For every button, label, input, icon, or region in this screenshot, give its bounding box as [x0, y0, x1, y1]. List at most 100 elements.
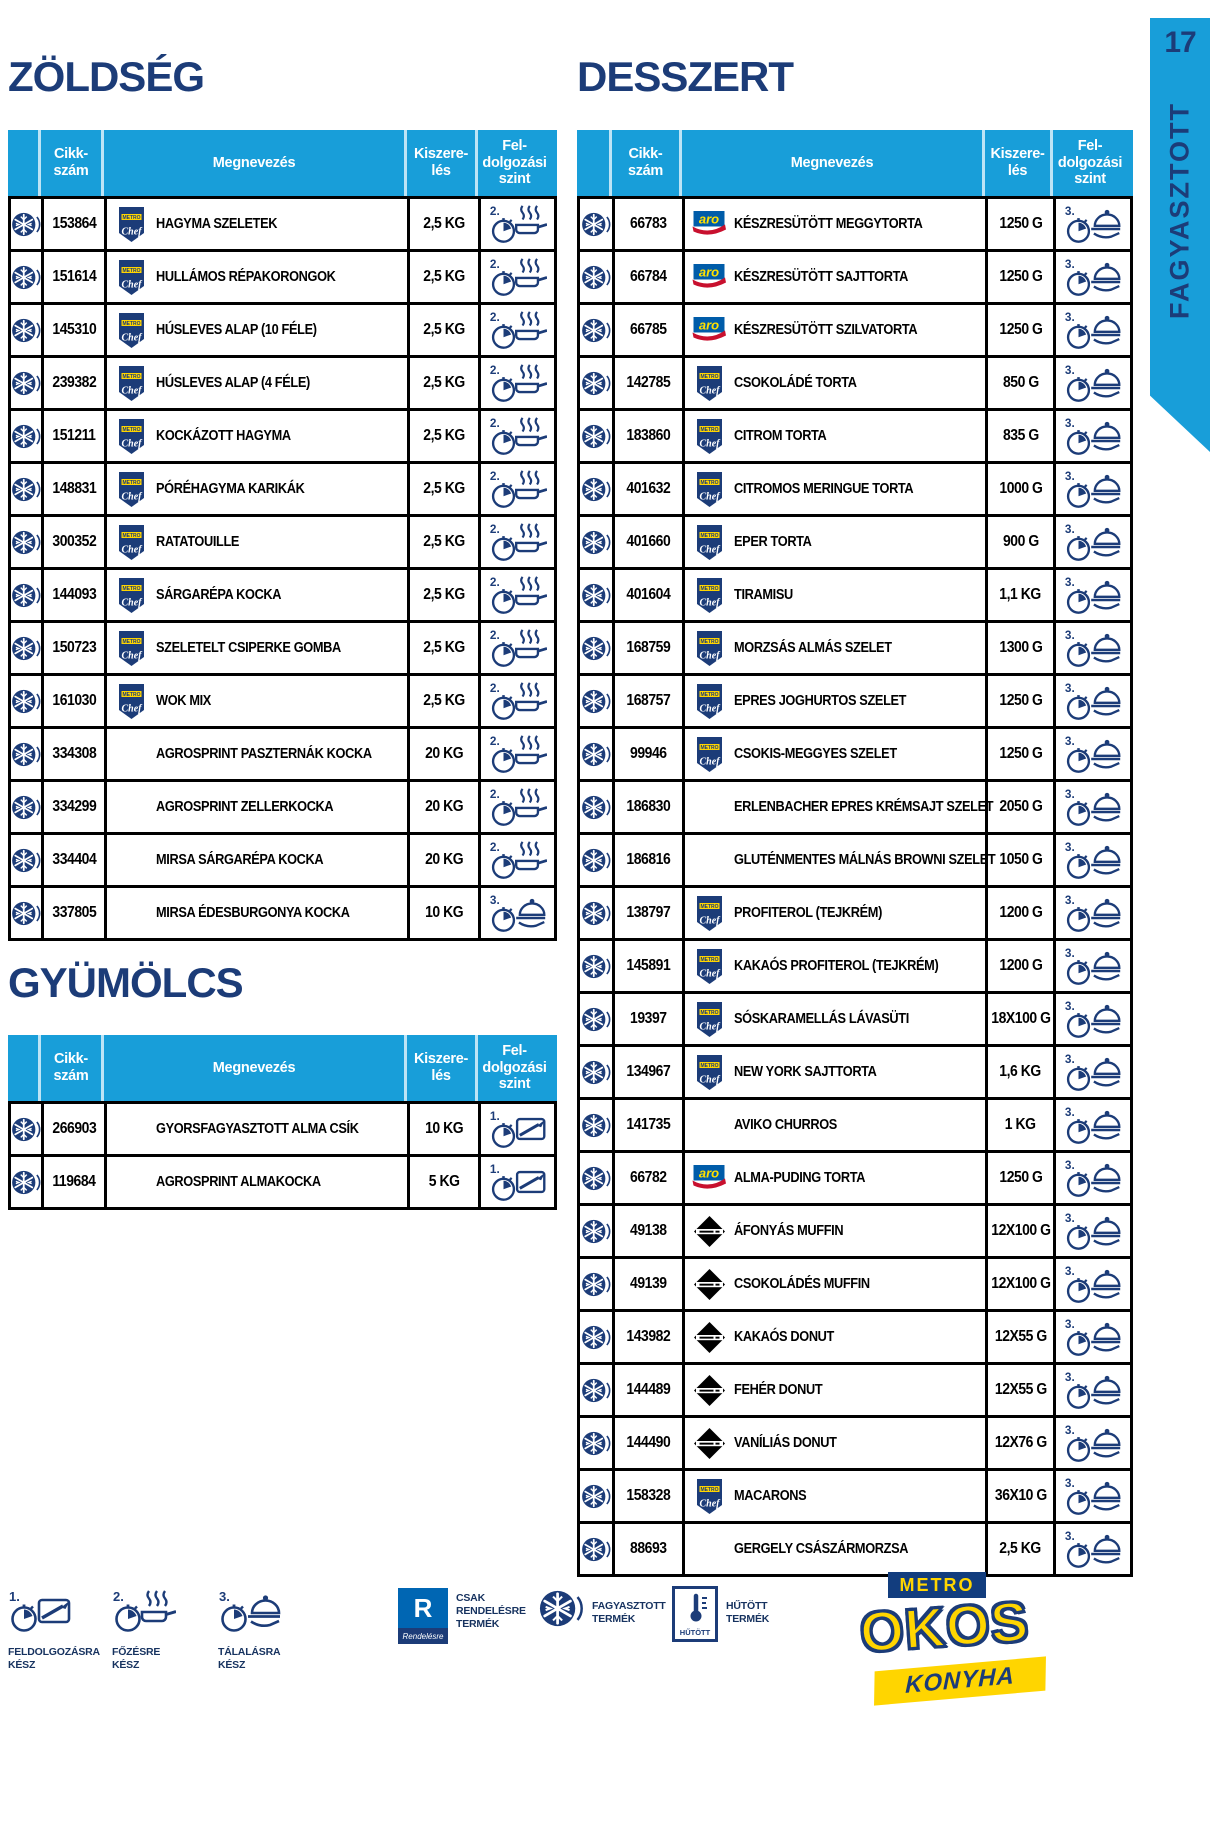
- product-name-cell: METRO Chef KOCKÁZOTT HAGYMA: [107, 411, 410, 461]
- processing-level-cell: 3.: [1056, 1153, 1130, 1203]
- level-2-icon: 2.: [489, 258, 547, 296]
- svg-text:2.: 2.: [489, 311, 499, 324]
- frozen-product-label: FAGYASZTOTT TERMÉK: [592, 1600, 666, 1626]
- product-name: GYORSFAGYASZTOTT ALMA CSÍK: [156, 1121, 359, 1137]
- snowflake-icon: [12, 901, 41, 925]
- frozen-cell: [11, 252, 44, 302]
- svg-text:3.: 3.: [1065, 1424, 1075, 1437]
- level-2-icon: 2.: [489, 682, 547, 720]
- pack-size: 1250 G: [988, 305, 1056, 355]
- svg-text:2.: 2.: [489, 735, 499, 748]
- brand-logo-spacer: [691, 807, 728, 808]
- product-name-cell: METRO Chef HÚSLEVES ALAP (10 FÉLE): [107, 305, 410, 355]
- okos-wordmark: OKOS: [857, 1588, 1032, 1665]
- snowflake-icon: [582, 742, 611, 766]
- snowflake-icon: [582, 1007, 611, 1031]
- processing-level-cell: 2.: [481, 464, 554, 514]
- pack-size: 36X10 G: [988, 1471, 1056, 1521]
- article-number: 66783: [615, 199, 685, 249]
- svg-text:3.: 3.: [1065, 311, 1075, 324]
- table-header-row: Cikk-szám Megnevezés Kiszere-lés Fel-dolgoz…: [8, 1035, 557, 1101]
- svg-text:3.: 3.: [1065, 417, 1075, 430]
- metro-chef-logo: METRO Chef: [119, 683, 144, 719]
- svg-text:2.: 2.: [489, 364, 499, 377]
- level-2-icon: 2.: [489, 523, 547, 561]
- article-number: 119684: [44, 1157, 107, 1207]
- article-number: 66782: [615, 1153, 685, 1203]
- product-name-cell: aro KÉSZRESÜTÖTT SZILVATORTA: [685, 305, 988, 355]
- article-number: 168759: [615, 623, 685, 673]
- article-number: 239382: [44, 358, 107, 408]
- product-name-cell: GLUTÉNMENTES MÁLNÁS BROWNI SZELET: [685, 835, 996, 885]
- level-3-icon: 3.: [1065, 1053, 1121, 1091]
- product-name: CITROMOS MERINGUE TORTA: [734, 481, 914, 497]
- brand-logo-spacer: [113, 754, 150, 755]
- column-header: Kiszere-lés: [407, 130, 478, 196]
- processing-level-cell: 3.: [1056, 994, 1130, 1044]
- snowflake-icon: [582, 1060, 611, 1084]
- product-name-cell: MIRSA SÁRGARÉPA KOCKA: [107, 835, 410, 885]
- snowflake-icon: [582, 1378, 611, 1402]
- svg-text:2.: 2.: [489, 788, 499, 801]
- product-name: KÉSZRESÜTÖTT SZILVATORTA: [734, 322, 918, 338]
- product-row: 66785 aro KÉSZRESÜTÖTT SZILVATORTA 1250 …: [580, 302, 1130, 355]
- svg-text:Chef: Chef: [700, 1021, 722, 1032]
- level-3-icon: 3.: [489, 894, 545, 932]
- snowflake-icon: [582, 371, 611, 395]
- svg-text:3.: 3.: [1065, 682, 1075, 695]
- article-number: 144489: [615, 1365, 685, 1415]
- product-name: EPER TORTA: [734, 534, 812, 550]
- pack-size: 2,5 KG: [410, 517, 481, 567]
- frozen-cell: [580, 835, 615, 885]
- pack-size: 1200 G: [988, 888, 1056, 938]
- pack-size: 1000 G: [988, 464, 1056, 514]
- product-name-cell: METRO Chef PÓRÉHAGYMA KARIKÁK: [107, 464, 410, 514]
- product-row: 144490 VANÍLIÁS DONUT 12X76 G 3.: [580, 1415, 1130, 1468]
- processing-level-cell: 3.: [1056, 358, 1130, 408]
- snowflake-icon: [582, 1431, 611, 1455]
- product-name: SÓSKARAMELLÁS LÁVASÜTI: [734, 1011, 909, 1027]
- metro-chef-logo: METRO Chef: [119, 630, 144, 666]
- level-3-icon: 3.: [1065, 1318, 1121, 1356]
- pack-size: 18X100 G: [988, 994, 1056, 1044]
- snowflake-icon: [12, 689, 41, 713]
- product-name: KÉSZRESÜTÖTT MEGGYTORTA: [734, 216, 923, 232]
- product-name: ALMA-PUDING TORTA: [734, 1170, 866, 1186]
- column-header: Kiszere-lés: [985, 130, 1053, 196]
- level-3-icon: 3.: [1065, 1477, 1121, 1515]
- brand-logo-spacer: [113, 860, 150, 861]
- article-number: 144093: [44, 570, 107, 620]
- pack-size: 2050 G: [988, 782, 1056, 832]
- snowflake-icon: [582, 1537, 611, 1561]
- article-number: 66784: [615, 252, 685, 302]
- product-name-cell: METRO Chef HULLÁMOS RÉPAKORONGOK: [107, 252, 410, 302]
- level-3-icon: 3.: [1065, 1530, 1121, 1568]
- snowflake-icon: [12, 318, 41, 342]
- svg-text:3.: 3.: [1065, 947, 1075, 960]
- svg-text:Chef: Chef: [122, 703, 144, 714]
- column-header: Kiszere-lés: [407, 1035, 478, 1101]
- article-number: 266903: [44, 1104, 107, 1154]
- article-number: 138797: [615, 888, 685, 938]
- snowflake-icon: [582, 1113, 611, 1137]
- processing-level-cell: 3.: [481, 888, 554, 938]
- svg-text:Chef: Chef: [700, 915, 722, 926]
- product-name: KAKAÓS PROFITEROL (TEJKRÉM): [734, 958, 939, 974]
- product-name: MORZSÁS ALMÁS SZELET: [734, 640, 892, 656]
- product-row: 144489 FEHÉR DONUT 12X55 G 3.: [580, 1362, 1130, 1415]
- article-number: 300352: [44, 517, 107, 567]
- product-name-cell: METRO Chef SÁRGARÉPA KOCKA: [107, 570, 410, 620]
- product-name-cell: ERLENBACHER EPRES KRÉMSAJT SZELET: [685, 782, 994, 832]
- svg-text:METRO: METRO: [700, 585, 718, 591]
- article-number: 334308: [44, 729, 107, 779]
- svg-text:METRO: METRO: [700, 1062, 718, 1068]
- pack-size: 1050 G: [988, 835, 1056, 885]
- sidebar-tab-fagyasztott: 17 FAGYASZTOTT: [1150, 18, 1210, 452]
- pack-size: 10 KG: [410, 888, 481, 938]
- snowflake-icon: [582, 795, 611, 819]
- svg-text:3.: 3.: [1065, 576, 1075, 589]
- frozen-cell: [580, 729, 615, 779]
- frozen-cell: [11, 782, 44, 832]
- level-3-icon: 3.: [1065, 1159, 1121, 1197]
- svg-text:3.: 3.: [1065, 470, 1075, 483]
